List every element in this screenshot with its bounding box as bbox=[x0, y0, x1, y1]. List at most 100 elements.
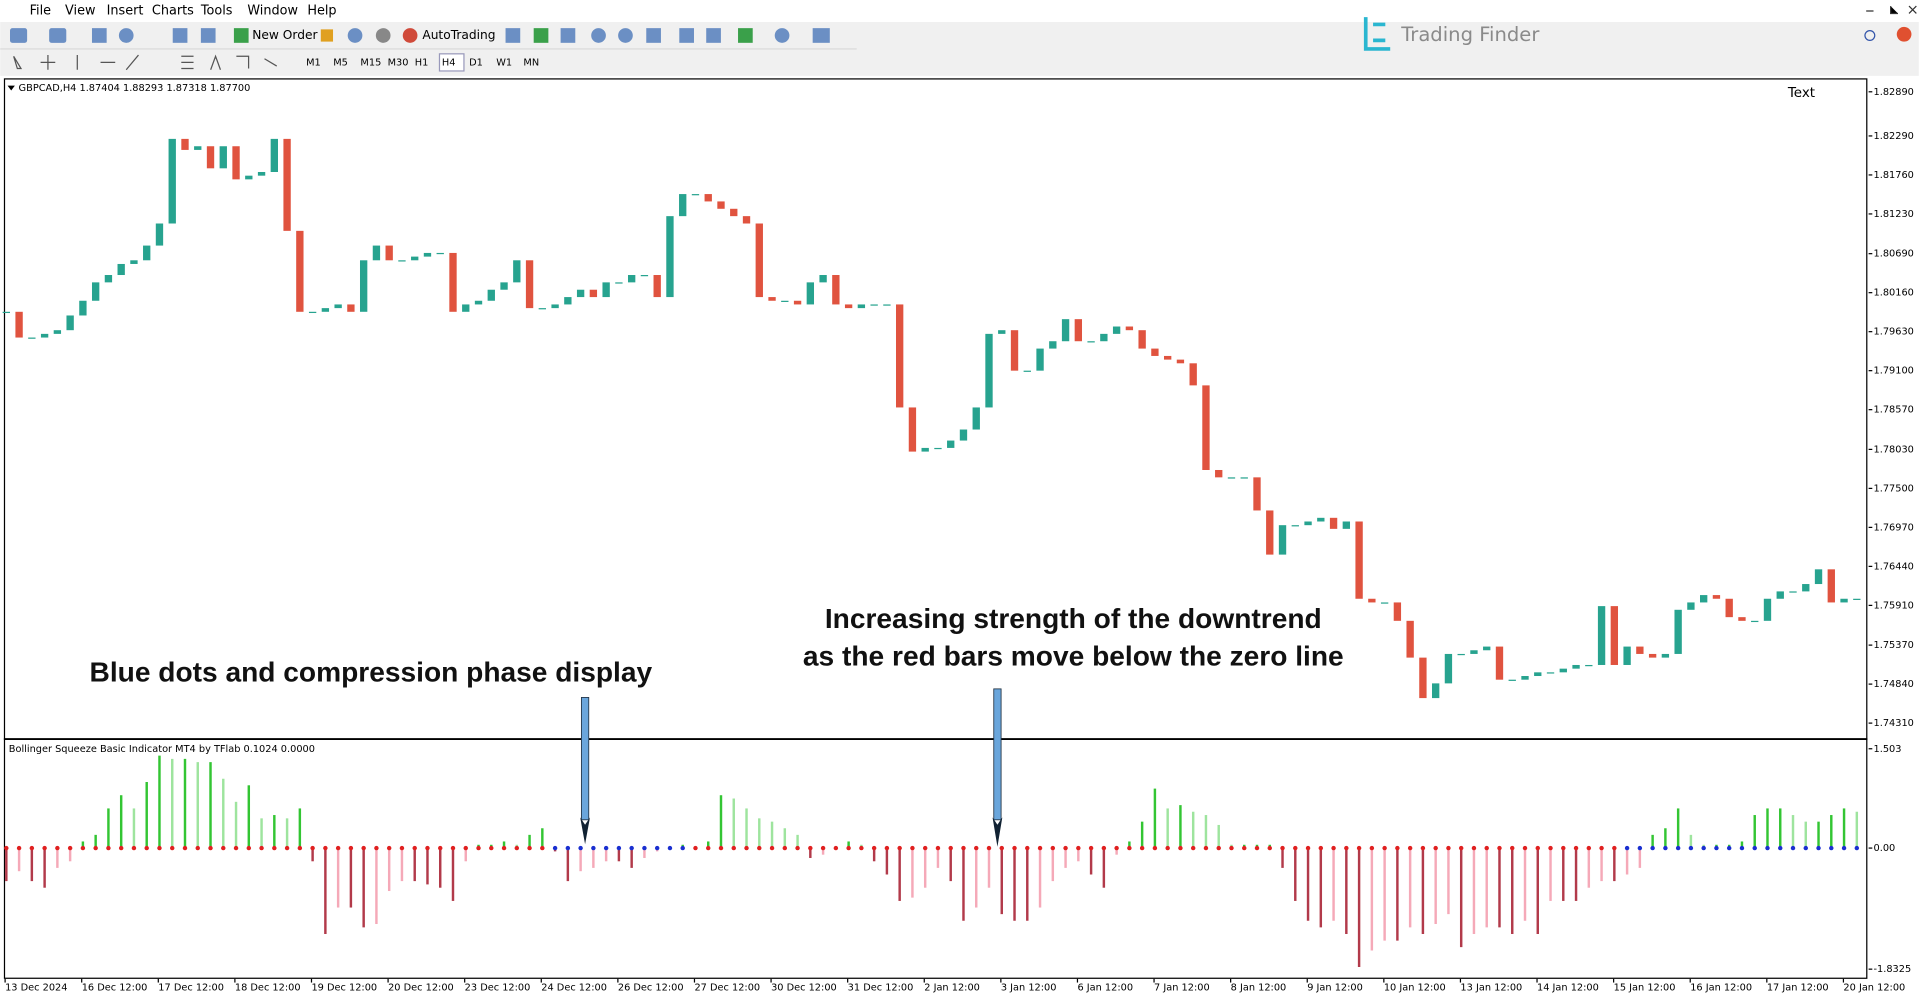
zero-dot bbox=[1599, 845, 1604, 851]
timeframe-button[interactable]: D1 bbox=[469, 57, 483, 68]
zero-dot bbox=[1088, 845, 1094, 851]
x-tick-label: 16 Jan 12:00 bbox=[1690, 982, 1752, 993]
candle bbox=[1253, 477, 1261, 511]
squeeze-dot bbox=[1765, 845, 1770, 851]
menu-item[interactable]: Help bbox=[307, 4, 336, 19]
x-tick-label: 17 Dec 12:00 bbox=[158, 982, 224, 993]
candle bbox=[513, 260, 521, 283]
squeeze-dot bbox=[629, 845, 634, 851]
zero-dot bbox=[425, 845, 430, 851]
zero-dot bbox=[1280, 845, 1285, 851]
squeeze-dot bbox=[1714, 845, 1719, 851]
icon bbox=[812, 28, 830, 43]
zero-dot bbox=[233, 845, 239, 851]
candle bbox=[538, 308, 547, 310]
candle bbox=[66, 315, 74, 331]
toolbar-button[interactable]: New Order bbox=[252, 28, 318, 42]
timeframe-button[interactable]: H1 bbox=[415, 57, 429, 68]
x-tick-label: 7 Jan 12:00 bbox=[1154, 982, 1210, 993]
zero-dot bbox=[795, 845, 800, 851]
zero-dot bbox=[1344, 845, 1349, 851]
y-tick-label: 1.80160 bbox=[1874, 288, 1914, 299]
candle bbox=[793, 300, 802, 305]
zero-dot bbox=[540, 845, 545, 851]
zero-dot bbox=[1484, 845, 1489, 851]
zero-dot bbox=[1190, 845, 1196, 851]
candle bbox=[2, 311, 10, 314]
candle bbox=[53, 330, 62, 334]
timeframe-button[interactable]: M5 bbox=[333, 57, 348, 68]
zero-dot bbox=[335, 845, 341, 851]
candle bbox=[653, 275, 661, 298]
menu-item[interactable]: Insert bbox=[107, 4, 144, 19]
candle bbox=[806, 282, 815, 305]
window-controls[interactable] bbox=[1866, 5, 1917, 15]
zero-dot bbox=[1242, 845, 1247, 851]
zero-dot bbox=[527, 845, 532, 851]
notification-icon[interactable] bbox=[1896, 26, 1912, 42]
icon bbox=[49, 28, 67, 43]
candle bbox=[1483, 646, 1491, 651]
zero-dot bbox=[16, 845, 22, 851]
timeframe-button[interactable]: H4 bbox=[442, 57, 456, 68]
candle bbox=[1763, 598, 1772, 621]
zero-dot bbox=[1561, 845, 1566, 851]
candle bbox=[257, 171, 266, 176]
timeframe-button[interactable]: M30 bbox=[388, 57, 409, 68]
squeeze-dot bbox=[1778, 845, 1783, 851]
icon bbox=[505, 28, 521, 43]
zero-dot bbox=[221, 845, 226, 851]
timeframe-button[interactable]: M1 bbox=[306, 57, 321, 68]
zero-dot bbox=[999, 845, 1004, 851]
zero-dot bbox=[1548, 845, 1553, 851]
candle bbox=[627, 275, 636, 283]
candle bbox=[270, 138, 278, 172]
zero-dot bbox=[106, 845, 111, 851]
timeframe-button[interactable]: W1 bbox=[496, 57, 512, 68]
timeframe-button[interactable]: M15 bbox=[360, 57, 381, 68]
zero-dot bbox=[463, 845, 468, 851]
candle bbox=[1559, 668, 1567, 673]
zero-dot bbox=[297, 845, 303, 851]
zero-dot bbox=[859, 845, 864, 851]
squeeze-dot bbox=[578, 845, 583, 851]
squeeze-dot bbox=[667, 845, 673, 851]
menu-item[interactable]: Tools bbox=[200, 4, 233, 19]
menu-item[interactable]: Window bbox=[247, 4, 298, 19]
search-icon[interactable] bbox=[1864, 29, 1876, 41]
timeframe-button[interactable]: MN bbox=[523, 57, 539, 68]
candle bbox=[500, 282, 508, 290]
candle bbox=[1623, 646, 1631, 665]
icon bbox=[591, 28, 606, 43]
chart-menu-arrow[interactable] bbox=[7, 85, 15, 91]
candle bbox=[1010, 330, 1019, 371]
y-tick-label: 1.74310 bbox=[1874, 718, 1914, 729]
zero-dot bbox=[1076, 845, 1081, 851]
squeeze-dot bbox=[603, 845, 609, 851]
menu-item[interactable]: View bbox=[65, 4, 95, 19]
candle bbox=[1508, 679, 1516, 681]
zero-dot bbox=[1127, 845, 1132, 851]
candle bbox=[385, 245, 393, 261]
zero-dot bbox=[1433, 845, 1438, 851]
toolbar-button[interactable]: AutoTrading bbox=[422, 28, 495, 42]
zero-dot bbox=[1114, 845, 1119, 851]
icon bbox=[347, 28, 363, 43]
annotation-arrows bbox=[580, 688, 1003, 847]
menu-item[interactable]: File bbox=[30, 4, 52, 19]
candle bbox=[1419, 657, 1427, 699]
x-tick-label: 3 Jan 12:00 bbox=[1001, 982, 1057, 993]
candle bbox=[679, 194, 687, 217]
icon bbox=[91, 28, 107, 43]
annotation: as the red bars move below the zero line bbox=[803, 641, 1344, 672]
candle bbox=[564, 297, 572, 305]
candle bbox=[1176, 359, 1185, 364]
menu-item[interactable]: Charts bbox=[152, 4, 194, 19]
toolbar-icons bbox=[9, 28, 830, 71]
y-tick-label: 1.81230 bbox=[1874, 209, 1914, 220]
zero-dot bbox=[131, 845, 137, 851]
candle bbox=[474, 300, 483, 305]
icon bbox=[774, 28, 790, 43]
zero-dot bbox=[1522, 845, 1528, 851]
